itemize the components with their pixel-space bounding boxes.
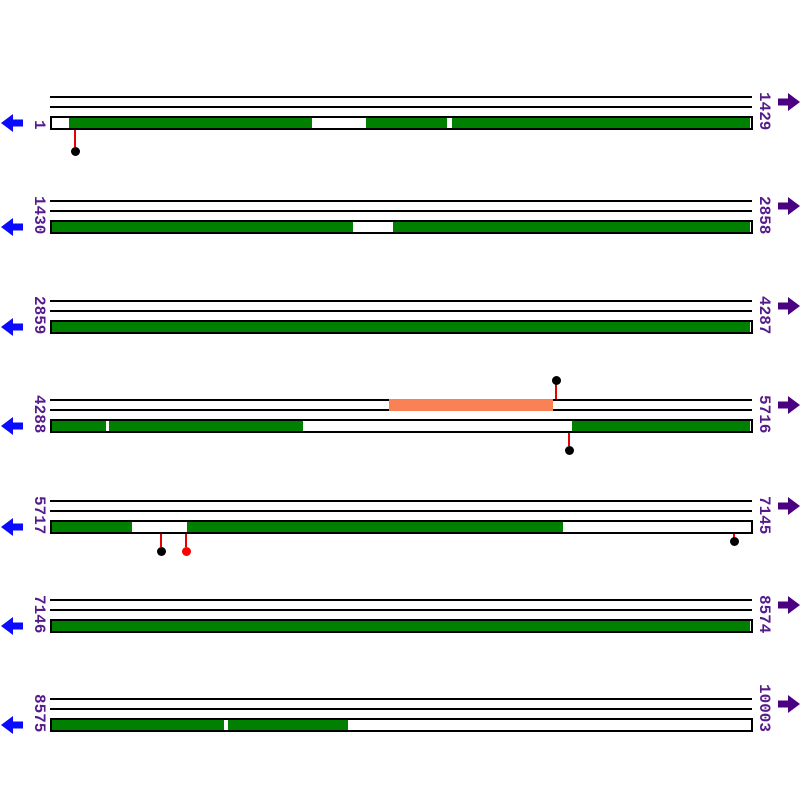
row-end-coordinate: 5716 <box>755 394 773 433</box>
row-end-coordinate: 2858 <box>755 195 773 234</box>
row-end-coordinate: 4287 <box>755 295 773 334</box>
frame-line <box>50 106 752 108</box>
right-arrow-icon[interactable] <box>777 496 800 516</box>
marker-stem <box>74 130 76 147</box>
frame-line <box>50 200 752 202</box>
alignment-segment[interactable] <box>572 421 750 431</box>
right-arrow-icon[interactable] <box>777 296 800 316</box>
right-arrow-icon[interactable] <box>777 92 800 112</box>
right-arrow-icon[interactable] <box>777 196 800 216</box>
alignment-segment[interactable] <box>52 322 750 332</box>
left-arrow-icon[interactable] <box>1 416 25 436</box>
alignment-segment[interactable] <box>109 421 303 431</box>
row-start-coordinate: 7146 <box>30 594 48 633</box>
row-end-coordinate: 1429 <box>755 91 773 130</box>
lollipop-marker-icon[interactable] <box>730 537 739 546</box>
frame-line <box>50 300 752 302</box>
row-start-coordinate: 8575 <box>30 693 48 732</box>
left-arrow-icon[interactable] <box>1 113 25 133</box>
alignment-segment[interactable] <box>69 118 312 128</box>
row-end-coordinate: 7145 <box>755 495 773 534</box>
right-arrow-icon[interactable] <box>777 595 800 615</box>
frame-line <box>50 510 752 512</box>
alignment-segment[interactable] <box>452 118 750 128</box>
frame-line <box>50 310 752 312</box>
left-arrow-icon[interactable] <box>1 715 25 735</box>
marker-stem <box>185 534 187 547</box>
frame-line <box>50 500 752 502</box>
row-start-coordinate: 1430 <box>30 195 48 234</box>
left-arrow-icon[interactable] <box>1 517 25 537</box>
row-start-coordinate: 5717 <box>30 495 48 534</box>
left-arrow-icon[interactable] <box>1 217 25 237</box>
alignment-segment[interactable] <box>52 522 132 532</box>
lollipop-marker-icon[interactable] <box>71 147 80 156</box>
alignment-segment[interactable] <box>228 720 348 730</box>
left-arrow-icon[interactable] <box>1 616 25 636</box>
lollipop-marker-icon[interactable] <box>182 547 191 556</box>
frame-line <box>50 698 752 700</box>
marker-stem <box>733 534 735 538</box>
row-end-coordinate: 10003 <box>755 683 773 732</box>
alignment-segment[interactable] <box>187 522 563 532</box>
frame-line <box>50 708 752 710</box>
sequence-track-box <box>50 718 753 732</box>
lollipop-marker-icon[interactable] <box>565 446 574 455</box>
frame-line <box>50 210 752 212</box>
alignment-segment[interactable] <box>52 222 353 232</box>
marker-stem <box>160 534 162 547</box>
alignment-segment[interactable] <box>52 720 224 730</box>
alignment-segment[interactable] <box>366 118 447 128</box>
marker-stem <box>568 433 570 446</box>
marker-stem <box>555 384 557 399</box>
right-arrow-icon[interactable] <box>777 395 800 415</box>
frame-line <box>50 609 752 611</box>
row-start-coordinate: 2859 <box>30 295 48 334</box>
feature-segment-salmon[interactable] <box>389 399 553 411</box>
left-arrow-icon[interactable] <box>1 317 25 337</box>
frame-line <box>50 96 752 98</box>
alignment-segment[interactable] <box>52 421 106 431</box>
lollipop-marker-icon[interactable] <box>552 376 561 385</box>
alignment-segment[interactable] <box>393 222 750 232</box>
row-start-coordinate: 1 <box>30 120 48 130</box>
right-arrow-icon[interactable] <box>777 694 800 714</box>
row-start-coordinate: 4288 <box>30 394 48 433</box>
alignment-segment[interactable] <box>52 621 750 631</box>
row-end-coordinate: 8574 <box>755 594 773 633</box>
frame-line <box>50 599 752 601</box>
lollipop-marker-icon[interactable] <box>157 547 166 556</box>
